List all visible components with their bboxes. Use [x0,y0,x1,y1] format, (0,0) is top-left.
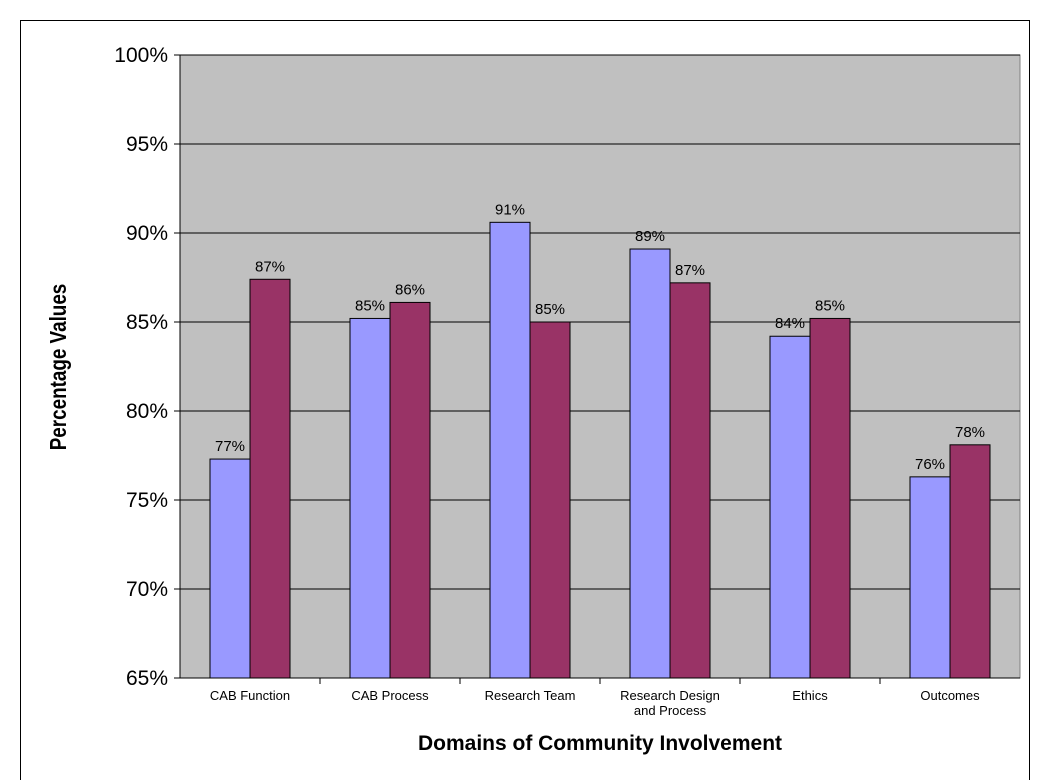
x-tick-label-line: CAB Function [210,688,290,703]
y-axis-title: Percentage Values [46,284,71,451]
data-label: 91% [495,201,525,218]
bar [529,321,571,679]
data-label: 89% [635,228,665,245]
y-tick-label: 65% [126,667,168,690]
data-label: 76% [915,456,945,473]
data-label: 87% [675,262,705,279]
data-label: 86% [395,281,425,298]
bar [769,335,811,679]
plot-area [179,54,1021,679]
x-tick-label: Research Design and Process [620,688,720,718]
bars [209,221,991,679]
x-tick-label-line: Research Team [485,688,576,703]
y-axis-ticks: 65% 70% 75% 80% 85% 90% 95% 100% [114,44,180,690]
x-tick-label-line: Outcomes [920,688,980,703]
bar [809,317,851,679]
bar [669,282,711,679]
x-tick-label: CAB Function [210,688,290,703]
x-tick-label-line: Research Design [620,688,720,703]
x-tick-label-line: and Process [634,703,707,718]
y-tick-label: 80% [126,400,168,423]
data-label: 77% [215,438,245,455]
x-axis-ticks: CAB Function CAB Process Research Team Rese… [210,678,980,718]
bar [909,476,951,679]
x-tick-label-line: CAB Process [351,688,429,703]
bar [209,458,251,679]
y-tick-label: 70% [126,578,168,601]
bar [349,317,391,679]
data-labels: 77% 87% 85% 86% 91% 85% 89% 87% 84% 85% 76% 78% [215,201,985,473]
x-tick-label: Research Team [485,688,576,703]
bar [249,278,291,679]
bar [949,444,991,679]
y-tick-label: 75% [126,489,168,512]
bar-chart: 77% 87% 85% 86% 91% 85% 89% 87% 84% 85% 76% 78% 65%… [46,44,1021,755]
data-label: 87% [255,258,285,275]
y-tick-label: 95% [126,133,168,156]
bar [489,221,531,679]
x-axis-title: Domains of Community Involvement [418,732,782,755]
data-label: 85% [355,297,385,314]
y-tick-label: 90% [126,222,168,245]
data-label: 85% [535,301,565,318]
data-label: 85% [815,297,845,314]
chart-frame [20,20,1030,780]
bar [629,248,671,679]
x-tick-label: Outcomes [920,688,980,703]
bar [389,301,431,679]
x-tick-label-line: Ethics [792,688,828,703]
y-tick-label: 100% [114,44,168,67]
data-label: 78% [955,424,985,441]
x-tick-label: Ethics [792,688,828,703]
y-tick-label: 85% [126,311,168,334]
x-tick-label: CAB Process [351,688,429,703]
data-label: 84% [775,315,805,332]
gridlines [180,54,1020,590]
